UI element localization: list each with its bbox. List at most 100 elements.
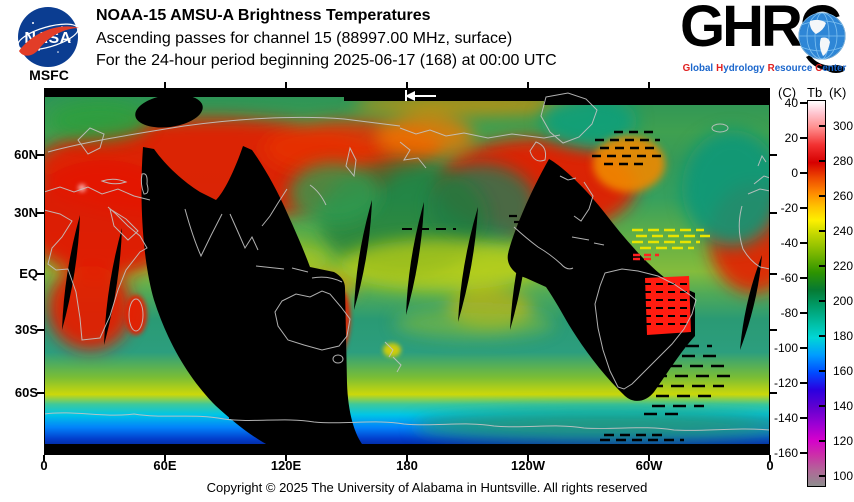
- lat-tick-label: 30S: [14, 322, 38, 337]
- ghrc-logo: GHRC Global Hydrology Resource Center: [680, 0, 852, 79]
- colorbar-kelvin-tick: [819, 475, 826, 477]
- lat-tick-label: 60S: [14, 385, 38, 400]
- orbit-direction-arrow-icon: [405, 90, 436, 101]
- lat-tick-mark: [37, 392, 44, 394]
- colorbar-kelvin-label: 100: [833, 469, 854, 483]
- lon-tick-label: 60E: [153, 458, 177, 473]
- lon-tick-mark: [648, 455, 650, 461]
- colorbar-celsius-label: -160: [773, 446, 798, 460]
- colorbar-celsius-label: -140: [773, 411, 798, 425]
- colorbar-celsius-label: -60: [780, 271, 798, 285]
- map-small-yellow-spots: [383, 343, 401, 357]
- lon-tick-mark: [769, 455, 771, 461]
- lon-tick-label: 60W: [635, 458, 663, 473]
- ghrc-tagline: Global Hydrology Resource Center: [680, 63, 852, 74]
- colorbar-kelvin-label: 120: [833, 434, 854, 448]
- colorbar-kelvin-tick: [819, 125, 826, 127]
- nasa-logo-caption: MSFC: [29, 67, 69, 83]
- colorbar-celsius-tick: [800, 382, 807, 384]
- lon-tick-mark: [43, 455, 45, 461]
- colorbar-celsius-label: -120: [773, 376, 798, 390]
- colorbar-celsius-tick: [800, 312, 807, 314]
- colorbar-kelvin-tick: [819, 265, 826, 267]
- brightness-temperature-map: [44, 88, 770, 455]
- copyright-text: Copyright © 2025 The University of Alaba…: [206, 480, 648, 495]
- lat-tick-mark-right: [770, 212, 777, 214]
- colorbar-celsius-tick: [800, 172, 807, 174]
- colorbar-celsius-tick: [800, 242, 807, 244]
- ghrc-tagline-word: Center: [815, 63, 847, 74]
- colorbar-kelvin-tick: [819, 335, 826, 337]
- lon-tick-mark: [406, 455, 408, 461]
- colorbar-kelvin-label: 300: [833, 119, 854, 133]
- lon-tick-mark-top: [285, 82, 287, 88]
- map-quebec-warm-patch: [593, 136, 665, 192]
- colorbar-celsius-tick: [800, 452, 807, 454]
- lat-tick-mark-right: [770, 273, 777, 275]
- colorbar-kelvin-tick: [819, 405, 826, 407]
- map-yellow-dash-artifacts: [632, 228, 710, 250]
- colorbar-celsius-label: -100: [773, 341, 798, 355]
- colorbar-kelvin-tick: [819, 160, 826, 162]
- colorbar-kelvin-tick: [819, 300, 826, 302]
- colorbar-celsius-label: 40: [784, 96, 798, 110]
- colorbar-unit-celsius: (C): [778, 85, 797, 100]
- ghrc-tagline-word: Global: [682, 63, 714, 74]
- lon-tick-label: 120W: [511, 458, 545, 473]
- colorbar-celsius-label: -20: [780, 201, 798, 215]
- lon-tick-label: 180: [396, 458, 418, 473]
- colorbar-celsius-tick: [800, 207, 807, 209]
- lon-tick-mark-top: [406, 82, 408, 88]
- colorbar-celsius-tick: [800, 277, 807, 279]
- map-coastlines: [44, 92, 770, 431]
- lat-tick-mark-right: [770, 154, 777, 156]
- colorbar-kelvin-tick: [819, 370, 826, 372]
- page-subtitle-channel: Ascending passes for channel 15 (88997.0…: [96, 30, 513, 47]
- colorbar-kelvin-label: 240: [833, 224, 854, 238]
- lat-tick-mark: [37, 212, 44, 214]
- lat-tick-mark: [37, 273, 44, 275]
- colorbar-kelvin-label: 220: [833, 259, 854, 273]
- colorbar-celsius-tick: [800, 102, 807, 104]
- colorbar-celsius-label: -80: [780, 306, 798, 320]
- lon-tick-mark-top: [164, 82, 166, 88]
- lon-tick-mark-top: [527, 82, 529, 88]
- colorbar-quantity-label: Tb: [807, 85, 823, 100]
- colorbar-celsius-label: -40: [780, 236, 798, 250]
- lat-tick-mark-right: [770, 392, 777, 394]
- colorbar-celsius-tick: [800, 347, 807, 349]
- colorbar-kelvin-label: 200: [833, 294, 854, 308]
- colorbar-kelvin-tick: [819, 195, 826, 197]
- colorbar-kelvin-label: 280: [833, 154, 854, 168]
- lon-tick-mark-top: [648, 82, 650, 88]
- nasa-meatball-icon: NASA: [17, 7, 79, 67]
- colorbar-kelvin-label: 260: [833, 189, 854, 203]
- lon-tick-label: 120E: [270, 458, 302, 473]
- lon-tick-mark: [164, 455, 166, 461]
- page-title: NOAA-15 AMSU-A Brightness Temperatures: [96, 7, 431, 24]
- colorbar-kelvin-label: 140: [833, 399, 854, 413]
- colorbar-celsius-tick: [800, 137, 807, 139]
- colorbar-kelvin-tick: [819, 440, 826, 442]
- colorbar-celsius-tick: [800, 417, 807, 419]
- lat-tick-mark: [37, 154, 44, 156]
- colorbar: [807, 100, 826, 487]
- lat-tick-label: EQ: [19, 266, 38, 281]
- lon-tick-mark: [527, 455, 529, 461]
- map-black-dash-artifacts: [229, 130, 734, 442]
- lat-tick-label: 60N: [14, 147, 38, 162]
- lon-tick-label: 0: [766, 458, 774, 473]
- colorbar-kelvin-label: 160: [833, 364, 854, 378]
- nasa-logo: NASA: [13, 6, 85, 86]
- ghrc-globe-icon: [798, 12, 846, 73]
- page-subtitle-period: For the 24-hour period beginning 2025-06…: [96, 52, 557, 69]
- lat-tick-mark: [37, 329, 44, 331]
- colorbar-kelvin-tick: [819, 230, 826, 232]
- ghrc-tagline-word: Hydrology: [716, 63, 765, 74]
- map-red-dash-artifacts: [633, 253, 659, 261]
- lon-tick-mark: [285, 455, 287, 461]
- colorbar-unit-kelvin: (K): [829, 85, 847, 100]
- colorbar-kelvin-label: 180: [833, 329, 854, 343]
- lat-tick-mark-right: [770, 329, 777, 331]
